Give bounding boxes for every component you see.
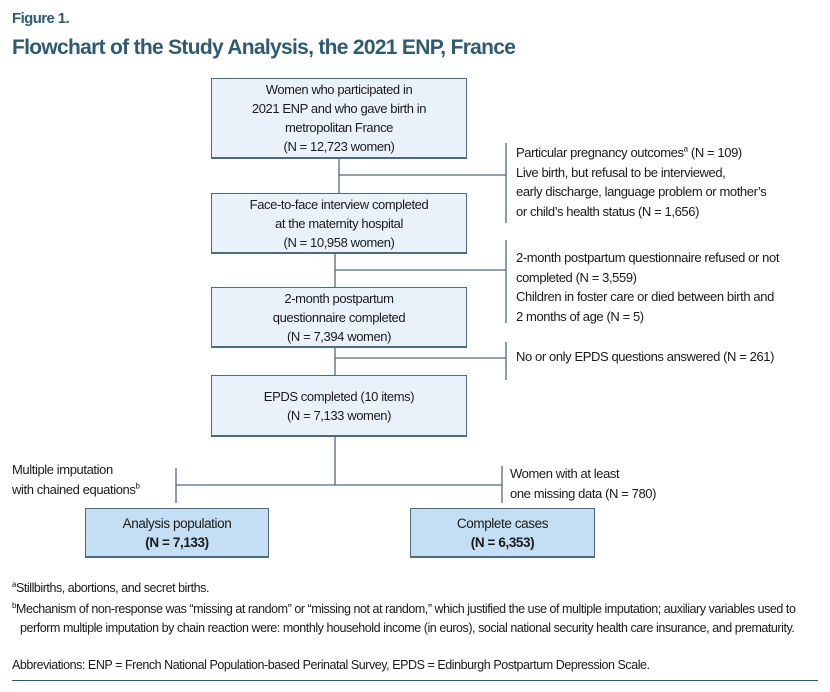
box-participants: Women who participated in 2021 ENP and w…	[211, 78, 467, 159]
exclusion-line: 2 months of age (N = 5)	[516, 308, 644, 324]
abbreviations: Abbreviations: ENP = French National Pop…	[12, 658, 650, 672]
box-epds: EPDS completed (10 items) (N = 7,133 wom…	[211, 375, 467, 437]
box-line: at the maternity hospital	[274, 215, 404, 231]
box-line: Face-to-face interview completed	[249, 196, 429, 212]
bottom-rule	[12, 680, 818, 681]
box-line: 2021 ENP and who gave birth in	[251, 101, 427, 116]
exclusion-line: 2-month postpartum questionnaire refused…	[516, 250, 780, 265]
exclusion-line: No or only EPDS questions answered (N = …	[516, 349, 775, 364]
box-line: EPDS completed (10 items)	[263, 388, 415, 404]
footnote-mark: b	[12, 600, 16, 610]
box-count: (N = 12,723 women)	[283, 139, 395, 154]
box-analysis-population: Analysis population (N = 7,133)	[85, 508, 269, 558]
box-interview: Face-to-face interview completed at the …	[211, 193, 467, 254]
exclusion-2: 2-month postpartum questionnaire refused…	[516, 248, 779, 326]
exclusion-3: No or only EPDS questions answered (N = …	[516, 347, 774, 367]
box-questionnaire: 2-month postpartum questionnaire complet…	[211, 287, 467, 348]
footnote-a: aStillbirths, abortions, and secret birt…	[12, 579, 820, 598]
exclusion-count: (N = 109)	[687, 145, 742, 160]
box-label: Complete cases	[456, 515, 549, 531]
missing-data-note: Women with at least one missing data (N …	[510, 464, 656, 503]
box-count: (N = 6,353)	[470, 534, 535, 550]
imputation-note: Multiple imputation with chained equatio…	[12, 460, 140, 499]
box-count: (N = 10,958 women)	[283, 234, 395, 250]
box-count: (N = 7,133)	[145, 534, 209, 550]
figure-title: Flowchart of the Study Analysis, the 202…	[12, 36, 516, 59]
box-count: (N = 7,133 women)	[286, 407, 392, 423]
footnote-text: Mechanism of non-response was “missing a…	[16, 602, 796, 635]
box-complete-cases: Complete cases (N = 6,353)	[410, 508, 595, 558]
footnote-text: Stillbirths, abortions, and secret birth…	[16, 581, 210, 595]
note-line: one missing data (N = 780)	[510, 485, 657, 501]
footnote-ref-b: b	[135, 481, 140, 491]
box-line: Women who participated in	[265, 82, 413, 97]
exclusion-line: Particular pregnancy outcomes	[516, 145, 684, 160]
box-line: questionnaire completed	[272, 309, 406, 325]
exclusion-line: Children in foster care or died between …	[516, 289, 774, 304]
exclusion-line: early discharge, language problem or mot…	[516, 184, 767, 199]
exclusion-line: or child’s health status (N = 1,656)	[516, 203, 699, 219]
note-line: Women with at least	[510, 466, 620, 481]
box-line: 2-month postpartum	[284, 290, 394, 306]
note-line: Multiple imputation	[12, 462, 113, 477]
note-line: with chained equations	[12, 481, 136, 497]
exclusion-line: Live birth, but refusal to be interviewe…	[516, 164, 726, 180]
footnote-mark: a	[12, 579, 16, 589]
footnote-ref-a: a	[683, 144, 688, 154]
figure-label: Figure 1.	[12, 10, 70, 27]
exclusion-1: Particular pregnancy outcomesa (N = 109)…	[516, 143, 767, 221]
box-line: metropolitan France	[284, 120, 393, 135]
box-count: (N = 7,394 women)	[286, 328, 392, 344]
footnote-b: bMechanism of non-response was “missing …	[12, 600, 820, 638]
exclusion-line: completed (N = 3,559)	[516, 269, 637, 285]
box-label: Analysis population	[122, 515, 232, 531]
